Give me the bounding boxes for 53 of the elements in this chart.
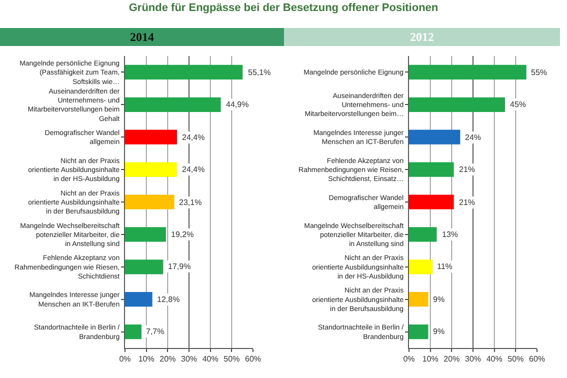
bar (125, 292, 152, 307)
chart-subtitle: 2012 (284, 28, 560, 46)
data-label: 24,4% (182, 133, 205, 142)
data-label: 23,1% (179, 198, 202, 207)
data-label: 55% (531, 68, 548, 77)
bar (409, 324, 428, 340)
data-label: 24,4% (182, 165, 205, 174)
bar (125, 130, 178, 144)
data-label: 55,1% (248, 68, 271, 77)
bar (409, 64, 526, 80)
x-tick-label: 40% (486, 354, 502, 364)
bar (409, 97, 505, 112)
x-tick-label: 10% (138, 354, 154, 364)
x-tick-label: 20% (160, 354, 176, 364)
x-tick-label: 50% (508, 354, 524, 364)
bar (125, 324, 142, 340)
data-label: 17,9% (168, 262, 191, 271)
data-label: 12,8% (157, 295, 180, 304)
x-tick-label: 30% (464, 354, 482, 364)
bar (125, 162, 178, 177)
bar (409, 130, 460, 144)
chart-subtitle: 2014 (0, 28, 284, 46)
data-label: 9% (433, 295, 445, 304)
data-label: 7,7% (146, 327, 164, 336)
data-label: 21% (459, 165, 476, 174)
data-label: 21% (459, 198, 476, 207)
x-tick-label: 40% (202, 354, 218, 364)
x-tick-label: 10% (422, 354, 438, 364)
data-label: 13% (442, 230, 458, 239)
bar (125, 97, 221, 112)
bar (409, 162, 454, 177)
data-label: 44,9% (226, 100, 249, 109)
bar (125, 64, 243, 80)
x-tick-label: 30% (180, 354, 198, 364)
bar (409, 194, 454, 210)
bar (125, 260, 164, 274)
data-label: 45% (510, 100, 526, 109)
x-tick-label: 60% (528, 354, 546, 364)
bar (409, 292, 428, 307)
data-label: 9% (433, 327, 445, 336)
bar (125, 227, 166, 242)
x-tick-label: 60% (244, 354, 262, 364)
x-tick-label: 20% (444, 354, 460, 364)
data-label: 24% (465, 133, 482, 142)
bar (125, 194, 174, 210)
bar (409, 227, 437, 242)
data-label: 11% (437, 262, 452, 271)
text: Gründe für Engpässe bei der Besetzung offener Positionen (128, 2, 440, 14)
x-tick-label: 50% (224, 354, 240, 364)
data-label: 19,2% (171, 230, 194, 239)
bar (409, 260, 432, 274)
x-tick-label: 0% (119, 354, 131, 364)
x-tick-label: 0% (403, 354, 415, 364)
